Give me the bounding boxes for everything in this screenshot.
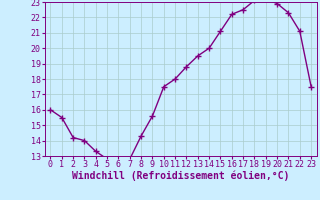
X-axis label: Windchill (Refroidissement éolien,°C): Windchill (Refroidissement éolien,°C) bbox=[72, 171, 290, 181]
